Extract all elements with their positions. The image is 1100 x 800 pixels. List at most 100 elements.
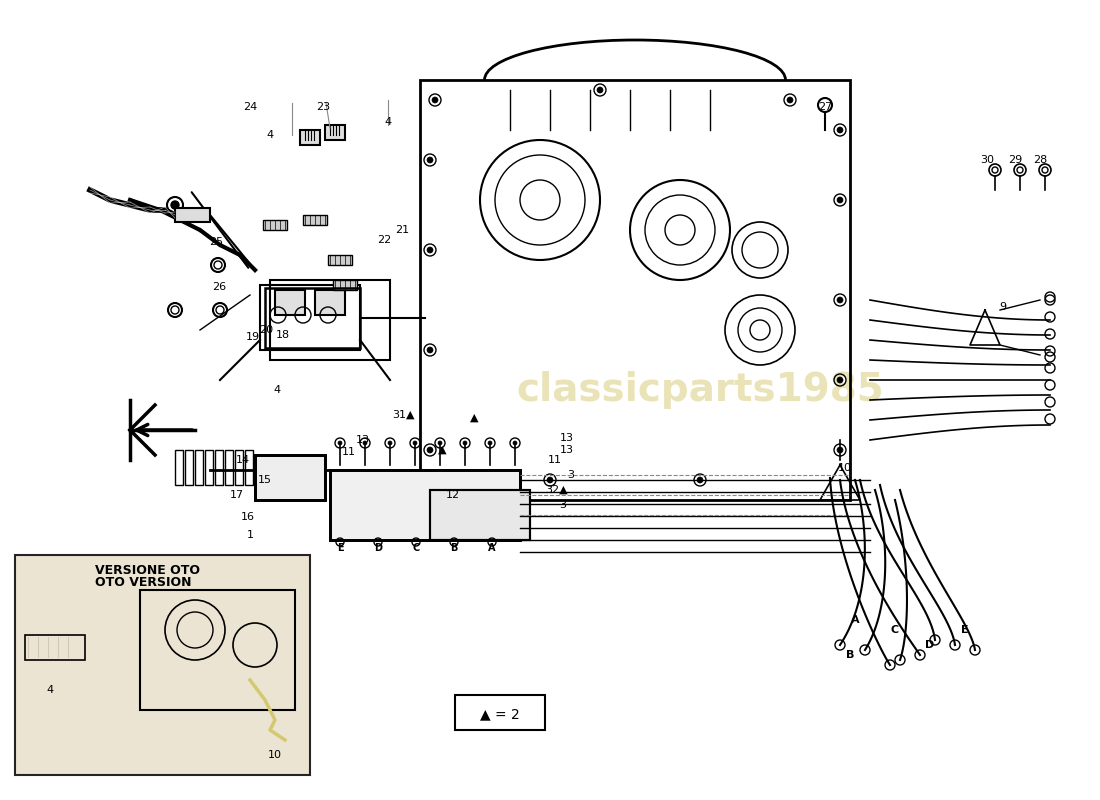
Circle shape	[412, 441, 417, 445]
Bar	[175, 450, 183, 485]
Bar	[275, 290, 305, 315]
Circle shape	[837, 447, 843, 453]
Text: B: B	[846, 650, 855, 660]
Text: A: A	[850, 615, 859, 625]
Text: 11: 11	[548, 455, 562, 465]
Text: 10: 10	[268, 750, 282, 760]
Bar	[430, 490, 530, 540]
Text: 4: 4	[266, 130, 274, 140]
Bar	[235, 450, 243, 485]
Bar	[455, 695, 544, 730]
Text: 19: 19	[246, 332, 260, 342]
Bar	[330, 470, 520, 540]
Bar	[333, 280, 358, 290]
Text: 31▲: 31▲	[392, 410, 415, 420]
Bar	[245, 450, 253, 485]
Circle shape	[786, 97, 793, 103]
Circle shape	[697, 477, 703, 483]
Bar	[328, 255, 352, 265]
Circle shape	[547, 477, 553, 483]
Bar	[175, 208, 210, 222]
Text: 17: 17	[230, 490, 244, 500]
Text: D: D	[925, 640, 935, 650]
Circle shape	[338, 441, 342, 445]
Bar	[302, 215, 327, 225]
Text: classicparts1985: classicparts1985	[516, 371, 884, 409]
Circle shape	[427, 157, 433, 163]
Bar	[226, 450, 233, 485]
Bar	[270, 280, 390, 360]
Bar	[140, 590, 295, 710]
Text: ▲: ▲	[470, 413, 478, 423]
Text: 22: 22	[377, 235, 392, 245]
Text: 20: 20	[258, 325, 273, 335]
Bar	[260, 285, 360, 350]
Text: ▲: ▲	[438, 445, 447, 455]
Text: 3: 3	[560, 500, 566, 510]
Text: 4: 4	[274, 385, 280, 395]
Bar	[214, 450, 223, 485]
Circle shape	[597, 87, 603, 93]
Circle shape	[488, 441, 492, 445]
Text: 9: 9	[1000, 302, 1006, 312]
Bar	[265, 288, 360, 348]
Bar	[263, 220, 287, 230]
Text: OTO VERSION: OTO VERSION	[95, 575, 191, 589]
Text: ▲ = 2: ▲ = 2	[480, 707, 520, 721]
Circle shape	[837, 297, 843, 303]
Bar	[420, 80, 850, 500]
Circle shape	[837, 377, 843, 383]
Text: 11: 11	[342, 447, 356, 457]
Text: 25: 25	[209, 237, 223, 247]
Text: 14: 14	[235, 455, 250, 465]
Text: E: E	[337, 543, 343, 553]
Bar	[255, 455, 324, 500]
Text: 13: 13	[560, 445, 574, 455]
Circle shape	[432, 97, 438, 103]
Text: 18: 18	[276, 330, 290, 340]
Circle shape	[170, 201, 179, 209]
Text: C: C	[412, 543, 419, 553]
Text: 16: 16	[241, 512, 255, 522]
Text: 23: 23	[316, 102, 330, 112]
Bar	[205, 450, 213, 485]
Text: 32▲: 32▲	[546, 485, 569, 495]
Text: 28: 28	[1033, 155, 1047, 165]
Text: 26: 26	[212, 282, 227, 292]
Bar	[315, 290, 345, 315]
Text: B: B	[450, 543, 458, 553]
Text: 21: 21	[395, 225, 409, 235]
Bar	[330, 470, 520, 540]
Circle shape	[837, 127, 843, 133]
Bar	[255, 455, 324, 500]
Text: 13: 13	[356, 435, 370, 445]
Bar	[15, 555, 310, 775]
Text: 3: 3	[568, 470, 574, 480]
Bar	[300, 130, 320, 145]
Text: 12: 12	[446, 490, 460, 500]
Text: 4: 4	[46, 685, 54, 695]
Circle shape	[438, 441, 442, 445]
Text: 1: 1	[246, 530, 253, 540]
Text: 30: 30	[980, 155, 994, 165]
Circle shape	[388, 441, 392, 445]
Text: A: A	[488, 543, 496, 553]
Text: E: E	[961, 625, 969, 635]
Circle shape	[427, 347, 433, 353]
Bar	[25, 635, 85, 660]
Circle shape	[463, 441, 467, 445]
Circle shape	[363, 441, 367, 445]
Text: D: D	[374, 543, 382, 553]
Text: 24: 24	[243, 102, 257, 112]
Text: 13: 13	[560, 433, 574, 443]
Circle shape	[427, 247, 433, 253]
Text: 10: 10	[838, 463, 853, 473]
Circle shape	[837, 197, 843, 203]
Bar	[430, 490, 530, 540]
Text: 27: 27	[818, 102, 832, 112]
Bar	[185, 450, 192, 485]
Text: 15: 15	[258, 475, 272, 485]
Bar	[195, 450, 204, 485]
Text: 29: 29	[1008, 155, 1022, 165]
Circle shape	[513, 441, 517, 445]
